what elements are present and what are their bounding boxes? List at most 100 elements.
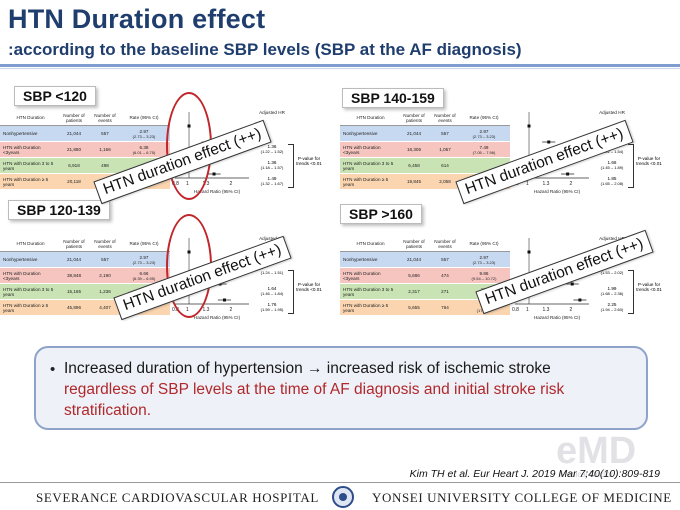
rate-value: 9.86 [479,270,489,276]
rate-ci: (6.39 – 6.95) [132,275,156,281]
rate-ci: (7.05 – 7.96) [472,149,496,155]
row-rate: 2.97 (2.73 – 3.23) [120,129,168,139]
table-row: HTN with Duration <3years 38,848 2,190 6.66… [0,268,170,284]
x-axis-label: Hazard Ratio (95% CI) [193,315,241,320]
header-rate: Rate (95% CI) [469,115,499,120]
row-group: HTN with Duration ≥ 5 years [3,176,49,187]
p-value-trend: P-value for trends <0.01 [296,156,322,166]
rate-value: 6.38 [139,144,149,150]
sbp-group-label: SBP >160 [340,204,422,224]
row-group: HTN with Duration 3 to 5 years [343,160,394,171]
hr-ci: (1.53 – 2.02) [600,270,624,275]
results-table: HTN Duration Number of patients Number of … [340,110,510,190]
rate-ci: (6.01 – 6.75) [132,149,156,155]
adjusted-hr-value: 1.99 (1.68 – 2.36) [592,286,632,296]
hr-ci: (1.18 – 1.57) [260,165,284,170]
adjusted-hr-value: 1.66 (1.45 – 1.89) [592,160,632,170]
row-rate: 7.49 (7.05 – 7.96) [460,145,508,155]
header-events: Number of events [434,112,456,123]
row-events: 2,190 [99,273,111,278]
header-patients: Number of patients [403,238,425,249]
row-events: 271 [441,289,449,294]
adjusted-hr-value: 2.25 (1.94 – 2.60) [592,302,632,312]
adjusted-hr-value: 1.36 (1.18 – 1.57) [252,160,292,170]
row-events: 557 [441,257,449,262]
row-patients: 16,306 [406,147,422,152]
row-group: Nonhypertensive [3,257,38,262]
x-tick-label: 1.3 [202,181,210,187]
slide-subtitle: :according to the baseline SBP levels (S… [8,40,522,59]
university-seal-icon [332,486,354,508]
x-axis-label: Hazard Ratio (95% CI) [533,189,581,194]
table-row: Nonhypertensive 21,044 557 2.97 (2.73 – 3.23… [0,252,170,268]
row-events: 474 [441,273,449,278]
rate-value: 2.97 [479,254,489,260]
row-group: HTN with Duration <3years [343,144,381,155]
hr-point [527,250,531,254]
row-group: HTN with Duration ≥ 5 years [343,176,389,187]
row-patients: 6,918 [68,163,80,168]
row-group: HTN with Duration 3 to 5 years [3,160,54,171]
row-events: 557 [101,257,109,262]
x-axis-label: Hazard Ratio (95% CI) [533,315,581,320]
hr-ci: (1.68 – 2.36) [600,291,624,296]
x-tick-label: 1 [526,307,529,313]
hr-ci: (1.24 – 1.51) [260,270,284,275]
row-patients: 21,880 [66,147,82,152]
row-rate: 6.66 (6.39 – 6.95) [120,271,168,281]
row-patients: 6,458 [408,163,420,168]
row-patients: 21,044 [66,131,82,136]
rate-value: 2.97 [479,128,489,134]
hr-value: 1.85 [607,176,617,181]
hr-point [212,172,216,176]
table-row: Nonhypertensive 21,044 557 2.97 (2.73 – 3.23… [0,126,170,142]
header-patients: Number of patients [63,112,85,123]
p-value-trend: P-value for trends <0.01 [636,156,662,166]
rate-value: 2.97 [139,254,149,260]
bullet-dot: • [50,361,56,378]
row-group: HTN with Duration <3years [3,270,41,281]
row-patients: 45,896 [66,305,82,310]
rate-ci: (9.54 – 10.72) [471,275,497,281]
table-row: Nonhypertensive 21,044 557 2.97 (2.73 – 3.23… [340,252,510,268]
row-patients: 5,686 [408,273,420,278]
row-events: 557 [101,131,109,136]
emd-watermark-sub: Medical Doctor [560,470,614,479]
citation: Kim TH et al. Eur Heart J. 2019 Mar 7;40… [409,468,660,480]
forest-panel: HTN Duration Number of patients Number of … [340,212,662,322]
header-rate: Rate (95% CI) [129,241,159,246]
x-tick-label: 1.3 [202,307,210,313]
table-row: HTN with Duration 3 to 5 years 6,458 614 [340,158,510,174]
row-rate: 2.97 (2.73 – 3.23) [460,129,508,139]
adjusted-hr-value: (1.24 – 1.51) [252,270,292,275]
footer-hospital: SEVERANCE CARDIOVASCULAR HOSPITAL [36,490,319,505]
hr-point [223,298,227,302]
row-group: HTN with Duration 3 to 5 years [343,286,394,297]
header-rate: Rate (95% CI) [129,115,159,120]
row-patients: 38,848 [66,273,82,278]
adjusted-hr-value: 1.76 (1.59 – 1.95) [252,302,292,312]
hr-value: 1.64 [267,286,277,291]
header-rate: Rate (95% CI) [469,241,499,246]
row-group: HTN with Duration <3years [343,270,381,281]
table-header: HTN Duration Number of patients Number of … [0,110,170,126]
footer-divider [0,482,680,483]
row-patients: 2,317 [408,289,420,294]
header-duration: HTN Duration [356,241,385,246]
hr-ci: (1.59 – 1.95) [260,307,284,312]
trend-brace [628,144,634,188]
sbp-group-label: SBP 140-159 [342,88,444,108]
summary-callout: • Increased duration of hypertension → i… [34,346,648,430]
callout-text-main: Increased duration of hypertension → inc… [64,360,551,377]
results-table: HTN Duration Number of patients Number of … [340,236,510,316]
adjusted-hr-value: (1.53 – 2.02) [592,270,632,275]
hr-ci: (1.22 – 1.54) [600,149,624,154]
hr-ci: (1.46 – 1.84) [260,291,284,296]
adjusted-hr-value: 1.85 (1.65 – 2.08) [592,176,632,186]
row-events: 614 [441,163,449,168]
header-duration: HTN Duration [16,241,45,246]
hr-value: 2.25 [607,302,617,307]
sbp-group-label: SBP 120-139 [8,200,110,220]
row-group: HTN with Duration 3 to 5 years [3,286,54,297]
callout-text-emphasis: regardless of SBP levels at the time of … [64,381,565,419]
